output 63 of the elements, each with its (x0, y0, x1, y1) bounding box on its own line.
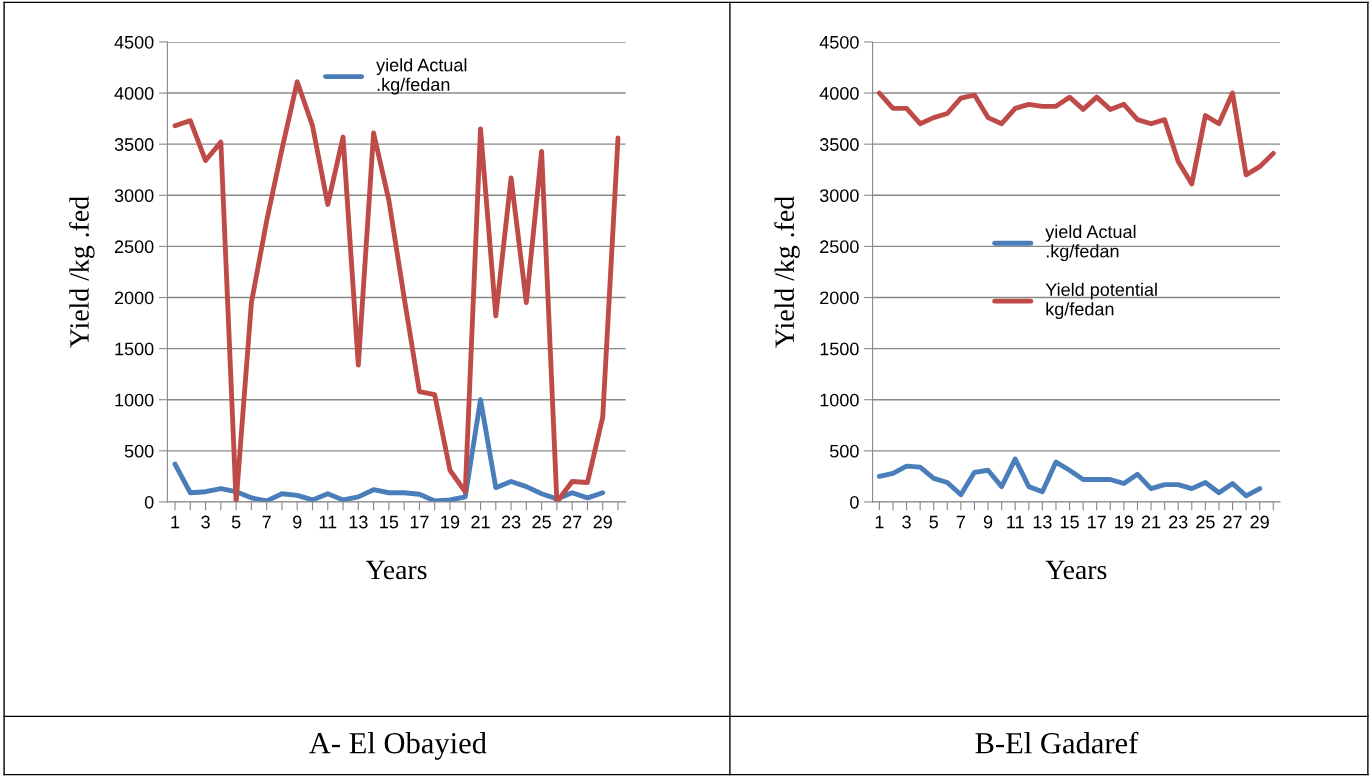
x-tick-label: 21 (471, 515, 490, 529)
x-tick-label: 9 (983, 515, 993, 529)
x-tick-label: 1 (875, 515, 884, 529)
y-tick-label: 4000 (819, 87, 859, 100)
y-tick-label: 4000 (114, 87, 154, 100)
x-tick-label: 23 (501, 515, 521, 529)
y-tick-label: 3500 (819, 138, 859, 151)
y-axis-title: Yield /kg .fed (69, 196, 95, 348)
line-series (172, 397, 606, 502)
y-axis-title: Yield /kg .fed (774, 196, 800, 348)
x-tick-label: 5 (929, 515, 938, 529)
y-tick-label: 0 (144, 495, 154, 509)
y-tick-label: 2500 (114, 240, 154, 254)
x-tick-label: 15 (1060, 515, 1079, 529)
x-tick-label: 19 (1115, 515, 1134, 529)
x-tick-label: 7 (262, 515, 271, 529)
x-tick-label: 29 (593, 515, 612, 529)
y-tick-label: 2000 (820, 291, 859, 305)
legend-label: yield Actual .kg/fedan (1045, 224, 1136, 262)
x-tick-label: 7 (956, 515, 965, 529)
y-tick-label: 500 (830, 444, 859, 458)
x-tick-label: 19 (441, 515, 460, 529)
x-tick-label: 13 (1033, 515, 1052, 529)
y-tick-label: 3000 (819, 189, 859, 203)
line-series (876, 90, 1276, 187)
y-tick-label: 1500 (115, 342, 154, 356)
x-tick-label: 21 (1141, 515, 1161, 529)
x-tick-label: 11 (1007, 515, 1024, 529)
line-series (876, 456, 1263, 499)
y-tick-label: 4500 (114, 35, 154, 49)
x-tick-label: 23 (1169, 515, 1188, 529)
text: A- El Obayied (309, 732, 487, 760)
x-tick-label: 13 (349, 515, 368, 529)
x-tick-label: 25 (532, 515, 551, 529)
y-tick-label: 3500 (114, 138, 154, 151)
y-tick-label: 1000 (115, 393, 154, 407)
x-tick-label: 1 (171, 515, 180, 529)
x-tick-label: 17 (410, 515, 429, 529)
x-tick-label: 27 (1223, 515, 1242, 529)
x-tick-label: 11 (319, 515, 337, 529)
y-tick-label: 2000 (114, 291, 154, 305)
y-tick-label: 3000 (114, 189, 154, 203)
x-tick-label: 15 (380, 515, 399, 529)
x-tick-label: 29 (1250, 515, 1269, 529)
text: B-El Gadaref (975, 731, 1139, 754)
x-tick-label: 25 (1196, 515, 1215, 529)
x-tick-label: 5 (231, 515, 241, 529)
x-tick-label: 17 (1088, 515, 1106, 529)
legend-label: yield Actual .kg/fedan (376, 58, 467, 95)
x-axis-title: Years (1045, 560, 1107, 580)
y-tick-label: 4500 (819, 35, 859, 49)
y-tick-label: 0 (850, 495, 859, 509)
x-axis-title: Years (365, 560, 427, 580)
x-tick-label: 3 (201, 515, 210, 529)
y-tick-label: 1500 (820, 342, 859, 356)
y-tick-label: 500 (124, 444, 154, 458)
x-tick-label: 3 (902, 515, 911, 529)
y-tick-label: 1000 (820, 393, 859, 407)
legend-label: Yield potential kg/fedan (1045, 282, 1157, 320)
line-series (172, 79, 621, 502)
x-tick-label: 9 (293, 515, 302, 529)
y-tick-label: 2500 (820, 240, 859, 254)
x-tick-label: 27 (563, 515, 582, 529)
